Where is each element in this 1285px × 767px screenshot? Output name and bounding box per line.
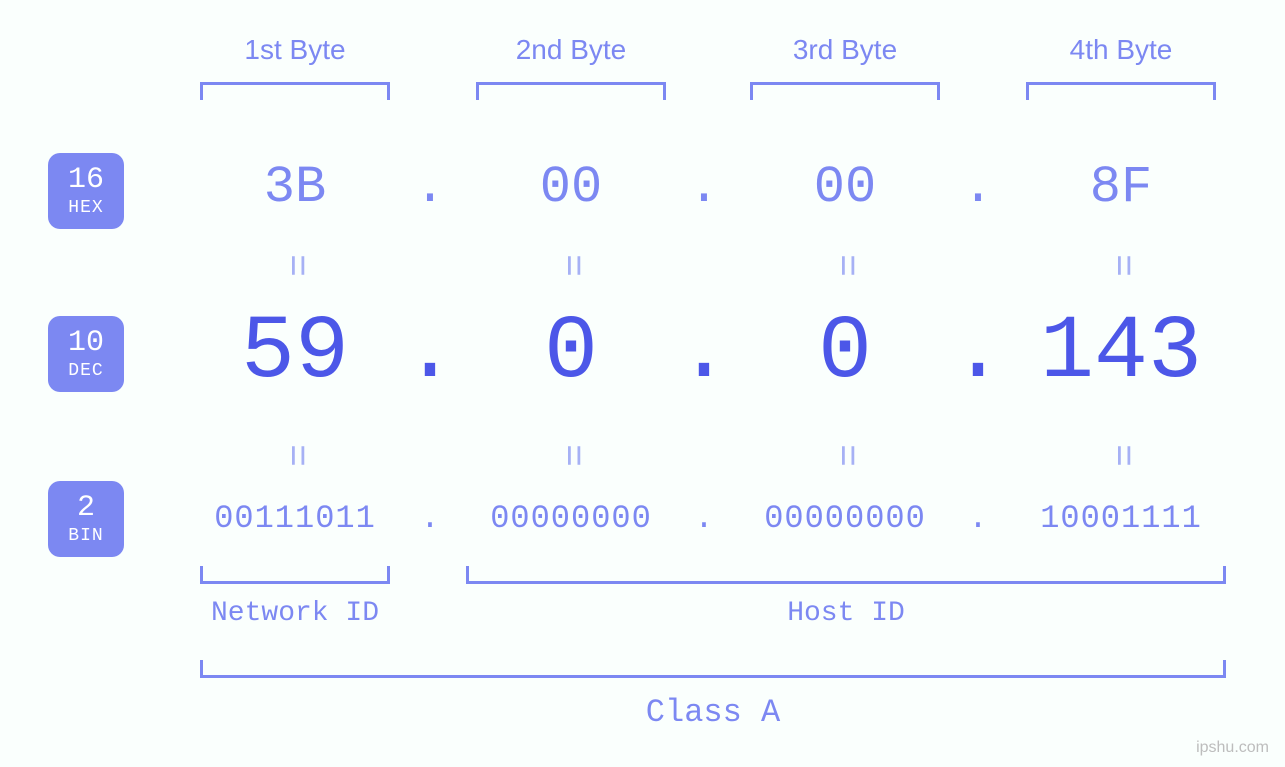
byte-2-bin: 00000000 bbox=[466, 500, 676, 537]
network-id-bracket bbox=[200, 566, 390, 584]
byte-header-4: 4th Byte bbox=[1016, 34, 1226, 66]
class-bracket bbox=[200, 660, 1226, 678]
byte-column-4: 4th Byte 8F = 143 = 10001111 bbox=[1016, 0, 1226, 767]
separator-bin: . bbox=[674, 500, 734, 537]
base-badge-bin-num: 2 bbox=[77, 493, 95, 523]
base-badge-dec: 10 DEC bbox=[48, 316, 124, 392]
byte-header-2: 2nd Byte bbox=[466, 34, 676, 66]
class-label: Class A bbox=[200, 694, 1226, 731]
top-bracket-4 bbox=[1026, 82, 1216, 100]
base-badge-hex: 16 HEX bbox=[48, 153, 124, 229]
byte-header-1: 1st Byte bbox=[190, 34, 400, 66]
network-id-label: Network ID bbox=[190, 598, 400, 629]
separator-dec: . bbox=[948, 302, 1008, 404]
byte-1-bin: 00111011 bbox=[190, 500, 400, 537]
separator-hex: . bbox=[674, 158, 734, 217]
separator-hex: . bbox=[948, 158, 1008, 217]
base-badge-hex-num: 16 bbox=[68, 165, 104, 195]
base-badge-dec-label: DEC bbox=[68, 362, 103, 380]
separator-dec: . bbox=[674, 302, 734, 404]
byte-column-1: 1st Byte 3B = 59 = 00111011 bbox=[190, 0, 400, 767]
byte-column-3: 3rd Byte 00 = 0 = 00000000 bbox=[740, 0, 950, 767]
base-badge-hex-label: HEX bbox=[68, 199, 103, 217]
byte-4-bin: 10001111 bbox=[1016, 500, 1226, 537]
host-id-bracket bbox=[466, 566, 1226, 584]
byte-header-3: 3rd Byte bbox=[740, 34, 950, 66]
separator-bin: . bbox=[948, 500, 1008, 537]
top-bracket-1 bbox=[200, 82, 390, 100]
byte-3-bin: 00000000 bbox=[740, 500, 950, 537]
base-badge-bin-label: BIN bbox=[68, 527, 103, 545]
separator-hex: . bbox=[400, 158, 460, 217]
top-bracket-2 bbox=[476, 82, 666, 100]
top-bracket-3 bbox=[750, 82, 940, 100]
byte-column-2: 2nd Byte 00 = 0 = 00000000 bbox=[466, 0, 676, 767]
base-badge-dec-num: 10 bbox=[68, 328, 104, 358]
separator-bin: . bbox=[400, 500, 460, 537]
separator-dec: . bbox=[400, 302, 460, 404]
watermark: ipshu.com bbox=[1196, 739, 1269, 757]
base-badge-bin: 2 BIN bbox=[48, 481, 124, 557]
host-id-label: Host ID bbox=[466, 598, 1226, 629]
